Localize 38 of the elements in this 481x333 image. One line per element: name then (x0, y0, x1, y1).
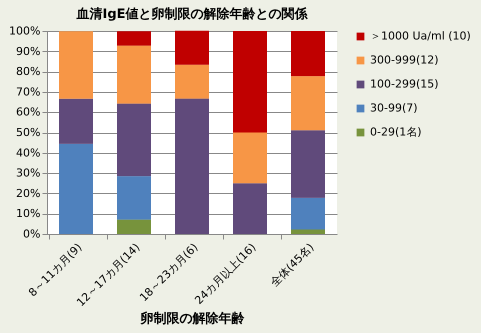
bar (117, 46, 151, 104)
y-tick-label: 10% (16, 207, 40, 220)
y-tick-label: 20% (16, 186, 40, 200)
bar (117, 104, 151, 176)
bar (291, 31, 325, 76)
bar (59, 31, 93, 99)
bar (233, 183, 267, 234)
y-tick-label: 60% (16, 106, 40, 119)
y-tick-label: 90% (16, 44, 40, 58)
bar (117, 220, 151, 234)
legend-label: 100-299(15) (370, 78, 439, 90)
bar (175, 98, 209, 234)
y-tick-label: 80% (16, 65, 40, 78)
bar (291, 198, 325, 230)
bar (291, 76, 325, 130)
bar (175, 64, 209, 99)
y-tick-label: 100% (9, 24, 40, 38)
chart-title: 血清IgE値と卵制限の解除年齢との関係 (75, 6, 309, 22)
y-tick-label: 50% (16, 126, 40, 139)
bar (59, 144, 93, 234)
bar (175, 30, 209, 65)
y-tick-label: 0% (23, 228, 40, 240)
legend-label: 0-29(1名) (370, 126, 422, 138)
bar (291, 130, 325, 198)
y-tick-label: 40% (16, 146, 40, 160)
legend-label: ＞1000 Ua/ml (10) (370, 30, 471, 42)
y-tick-label: 30% (16, 166, 40, 180)
bar (117, 176, 151, 220)
bar (291, 230, 325, 234)
legend-label: 300-999(12) (370, 54, 439, 66)
x-tick-label: 全体(45名) (268, 240, 316, 290)
legend-label: 30-99(7) (370, 102, 418, 114)
bar (59, 98, 93, 144)
x-axis-title: 卵制限の解除年齢 (140, 310, 246, 326)
bar (233, 31, 267, 132)
bar (233, 132, 267, 184)
y-tick-label: 70% (16, 85, 40, 98)
bar (117, 31, 151, 46)
